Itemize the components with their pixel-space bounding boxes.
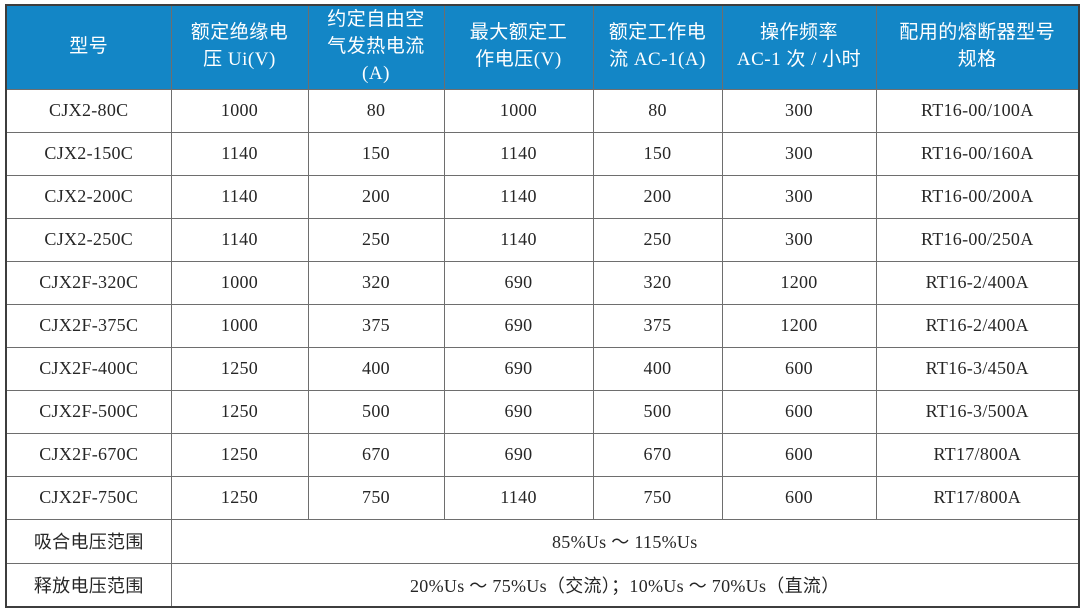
table-row: CJX2F-320C 1000 320 690 320 1200 RT16-2/400A xyxy=(5,260,1080,305)
footer-row: 吸合电压范围 85%Us ～ 115%Us xyxy=(5,518,1080,564)
value-cell: 1140 xyxy=(443,475,594,520)
footer-label: 释放电压范围 xyxy=(5,562,172,608)
value-cell: 320 xyxy=(307,260,445,305)
value-cell: 600 xyxy=(721,432,877,477)
value-cell: 1000 xyxy=(170,260,309,305)
value-cell: 150 xyxy=(307,131,445,176)
table-row: CJX2F-375C 1000 375 690 375 1200 RT16-2/400A xyxy=(5,303,1080,348)
value-cell: 1140 xyxy=(170,174,309,219)
table-row: CJX2F-670C 1250 670 690 670 600 RT17/800A xyxy=(5,432,1080,477)
column-header: 额定工作电 流 AC-1(A) xyxy=(592,4,723,90)
value-cell: RT16-3/450A xyxy=(875,346,1080,391)
value-cell: RT16-00/100A xyxy=(875,88,1080,133)
value-cell: 1000 xyxy=(443,88,594,133)
column-header: 配用的熔断器型号 规格 xyxy=(875,4,1080,90)
value-cell: RT16-00/160A xyxy=(875,131,1080,176)
value-cell: 200 xyxy=(592,174,723,219)
table-row: CJX2-200C 1140 200 1140 200 300 RT16-00/200A xyxy=(5,174,1080,219)
value-cell: 1250 xyxy=(170,389,309,434)
value-cell: 150 xyxy=(592,131,723,176)
value-cell: 250 xyxy=(592,217,723,262)
column-header: 约定自由空 气发热电流 (A) xyxy=(307,4,445,90)
value-cell: RT16-00/250A xyxy=(875,217,1080,262)
value-cell: 600 xyxy=(721,475,877,520)
table-header: 型号 额定绝缘电 压 Ui(V) 约定自由空 气发热电流 (A) 最大额定工 作电压(… xyxy=(5,4,1080,90)
value-cell: 1140 xyxy=(170,131,309,176)
value-cell: 320 xyxy=(592,260,723,305)
value-cell: 690 xyxy=(443,303,594,348)
value-cell: 1140 xyxy=(443,174,594,219)
value-cell: 300 xyxy=(721,131,877,176)
value-cell: 1140 xyxy=(443,131,594,176)
value-cell: RT16-00/200A xyxy=(875,174,1080,219)
value-cell: 200 xyxy=(307,174,445,219)
table-row: CJX2-80C 1000 80 1000 80 300 RT16-00/100A xyxy=(5,88,1080,133)
value-cell: 1140 xyxy=(443,217,594,262)
value-cell: 80 xyxy=(592,88,723,133)
value-cell: 600 xyxy=(721,389,877,434)
value-cell: 670 xyxy=(592,432,723,477)
value-cell: 400 xyxy=(592,346,723,391)
value-cell: 300 xyxy=(721,88,877,133)
value-cell: 750 xyxy=(592,475,723,520)
value-cell: 690 xyxy=(443,389,594,434)
value-cell: 80 xyxy=(307,88,445,133)
value-cell: 250 xyxy=(307,217,445,262)
model-cell: CJX2-200C xyxy=(5,174,172,219)
model-cell: CJX2F-320C xyxy=(5,260,172,305)
value-cell: 670 xyxy=(307,432,445,477)
column-header: 额定绝缘电 压 Ui(V) xyxy=(170,4,309,90)
value-cell: 1200 xyxy=(721,303,877,348)
footer-value: 85%Us ～ 115%Us xyxy=(170,518,1080,564)
value-cell: 1250 xyxy=(170,432,309,477)
model-cell: CJX2F-500C xyxy=(5,389,172,434)
value-cell: 300 xyxy=(721,174,877,219)
value-cell: RT16-2/400A xyxy=(875,260,1080,305)
table-row: CJX2-150C 1140 150 1140 150 300 RT16-00/160A xyxy=(5,131,1080,176)
value-cell: 1000 xyxy=(170,88,309,133)
value-cell: 690 xyxy=(443,260,594,305)
model-cell: CJX2F-375C xyxy=(5,303,172,348)
value-cell: 690 xyxy=(443,346,594,391)
table-row: CJX2-250C 1140 250 1140 250 300 RT16-00/250A xyxy=(5,217,1080,262)
value-cell: 690 xyxy=(443,432,594,477)
value-cell: 750 xyxy=(307,475,445,520)
column-header: 最大额定工 作电压(V) xyxy=(443,4,594,90)
footer-row: 释放电压范围 20%Us ～ 75%Us（交流）；10%Us ～ 70%Us（直流… xyxy=(5,562,1080,608)
value-cell: 300 xyxy=(721,217,877,262)
model-cell: CJX2-80C xyxy=(5,88,172,133)
value-cell: 375 xyxy=(307,303,445,348)
column-header: 操作频率 AC-1 次 / 小时 xyxy=(721,4,877,90)
table-body: CJX2-80C 1000 80 1000 80 300 RT16-00/100A CJX2-… xyxy=(5,88,1080,608)
value-cell: RT16-2/400A xyxy=(875,303,1080,348)
table-row: CJX2F-750C 1250 750 1140 750 600 RT17/800A xyxy=(5,475,1080,520)
table-row: CJX2F-500C 1250 500 690 500 600 RT16-3/500A xyxy=(5,389,1080,434)
header-row: 型号 额定绝缘电 压 Ui(V) 约定自由空 气发热电流 (A) 最大额定工 作电压(… xyxy=(5,4,1080,90)
contactor-spec-table: 型号 额定绝缘电 压 Ui(V) 约定自由空 气发热电流 (A) 最大额定工 作电压(… xyxy=(5,4,1080,608)
value-cell: 400 xyxy=(307,346,445,391)
value-cell: 1250 xyxy=(170,475,309,520)
value-cell: 500 xyxy=(307,389,445,434)
value-cell: RT17/800A xyxy=(875,432,1080,477)
value-cell: 1250 xyxy=(170,346,309,391)
model-cell: CJX2-150C xyxy=(5,131,172,176)
value-cell: 500 xyxy=(592,389,723,434)
value-cell: RT16-3/500A xyxy=(875,389,1080,434)
model-cell: CJX2-250C xyxy=(5,217,172,262)
model-cell: CJX2F-750C xyxy=(5,475,172,520)
model-cell: CJX2F-400C xyxy=(5,346,172,391)
table-row: CJX2F-400C 1250 400 690 400 600 RT16-3/450A xyxy=(5,346,1080,391)
value-cell: 1140 xyxy=(170,217,309,262)
model-cell: CJX2F-670C xyxy=(5,432,172,477)
value-cell: RT17/800A xyxy=(875,475,1080,520)
value-cell: 600 xyxy=(721,346,877,391)
value-cell: 1200 xyxy=(721,260,877,305)
value-cell: 1000 xyxy=(170,303,309,348)
footer-value: 20%Us ～ 75%Us（交流）；10%Us ～ 70%Us（直流） xyxy=(170,562,1080,608)
column-header: 型号 xyxy=(5,4,172,90)
value-cell: 375 xyxy=(592,303,723,348)
footer-label: 吸合电压范围 xyxy=(5,518,172,564)
